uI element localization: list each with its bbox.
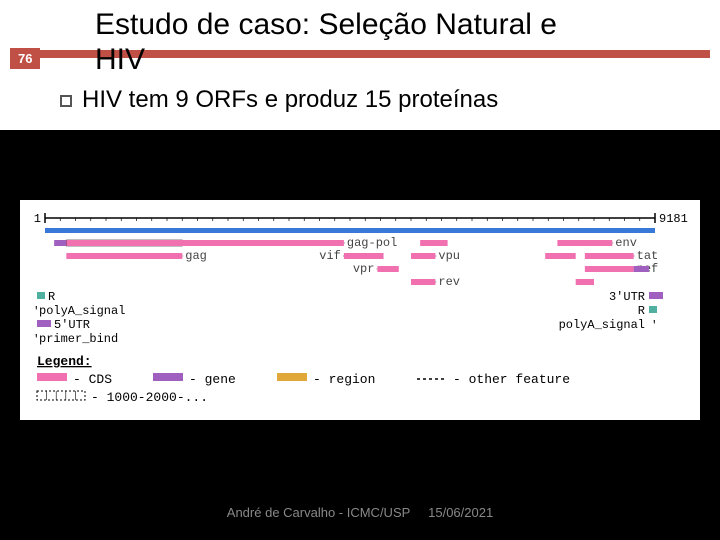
slide-footer: André de Carvalho - ICMC/USP 15/06/2021 [0,505,720,520]
bullet-row: HIV tem 9 ORFs e produz 15 proteínas [60,86,700,114]
svg-text:R: R [48,290,55,304]
footer-author: André de Carvalho - ICMC/USP [227,505,410,520]
svg-text:rev: rev [438,275,460,289]
svg-text:- region: - region [313,372,375,387]
svg-text:': ' [651,320,658,332]
slide-number-badge: 76 [10,48,40,69]
svg-text:1: 1 [34,212,41,226]
svg-text:tat: tat [637,249,659,263]
svg-text:polyA_signal: polyA_signal [39,304,125,318]
svg-text:- 1000-2000-...: - 1000-2000-... [91,390,208,405]
bullet-text: HIV tem 9 ORFs e produz 15 proteínas [82,86,498,113]
svg-text:5'UTR: 5'UTR [54,318,90,332]
slide-title: Estudo de caso: Seleção Natural e HIV [95,8,557,77]
svg-text:9181: 9181 [659,212,688,226]
svg-text:gag-pol: gag-pol [347,236,397,250]
svg-text:gag: gag [185,249,207,263]
genome-svg: 19181gag-polenvgagvifvputatvprnefrevR'po… [20,200,700,420]
genome-diagram: 19181gag-polenvgagvifvputatvprnefrevR'po… [20,200,700,420]
footer-date: 15/06/2021 [428,505,493,520]
bullet-icon [60,95,72,107]
svg-text:env: env [615,236,637,250]
svg-text:Legend:: Legend: [37,354,92,369]
title-line-2: HIV [95,43,145,76]
svg-text:R: R [638,304,645,318]
svg-text:- gene: - gene [189,372,236,387]
svg-text:polyA_signal: polyA_signal [559,318,645,332]
svg-text:- other feature: - other feature [453,372,570,387]
svg-text:vif: vif [319,249,341,263]
svg-text:3'UTR: 3'UTR [609,290,645,304]
svg-text:primer_bind: primer_bind [39,332,118,346]
title-line-1: Estudo de caso: Seleção Natural e [95,8,557,41]
svg-text:vpr: vpr [353,262,375,276]
svg-text:- CDS: - CDS [73,372,112,387]
svg-text:vpu: vpu [438,249,460,263]
